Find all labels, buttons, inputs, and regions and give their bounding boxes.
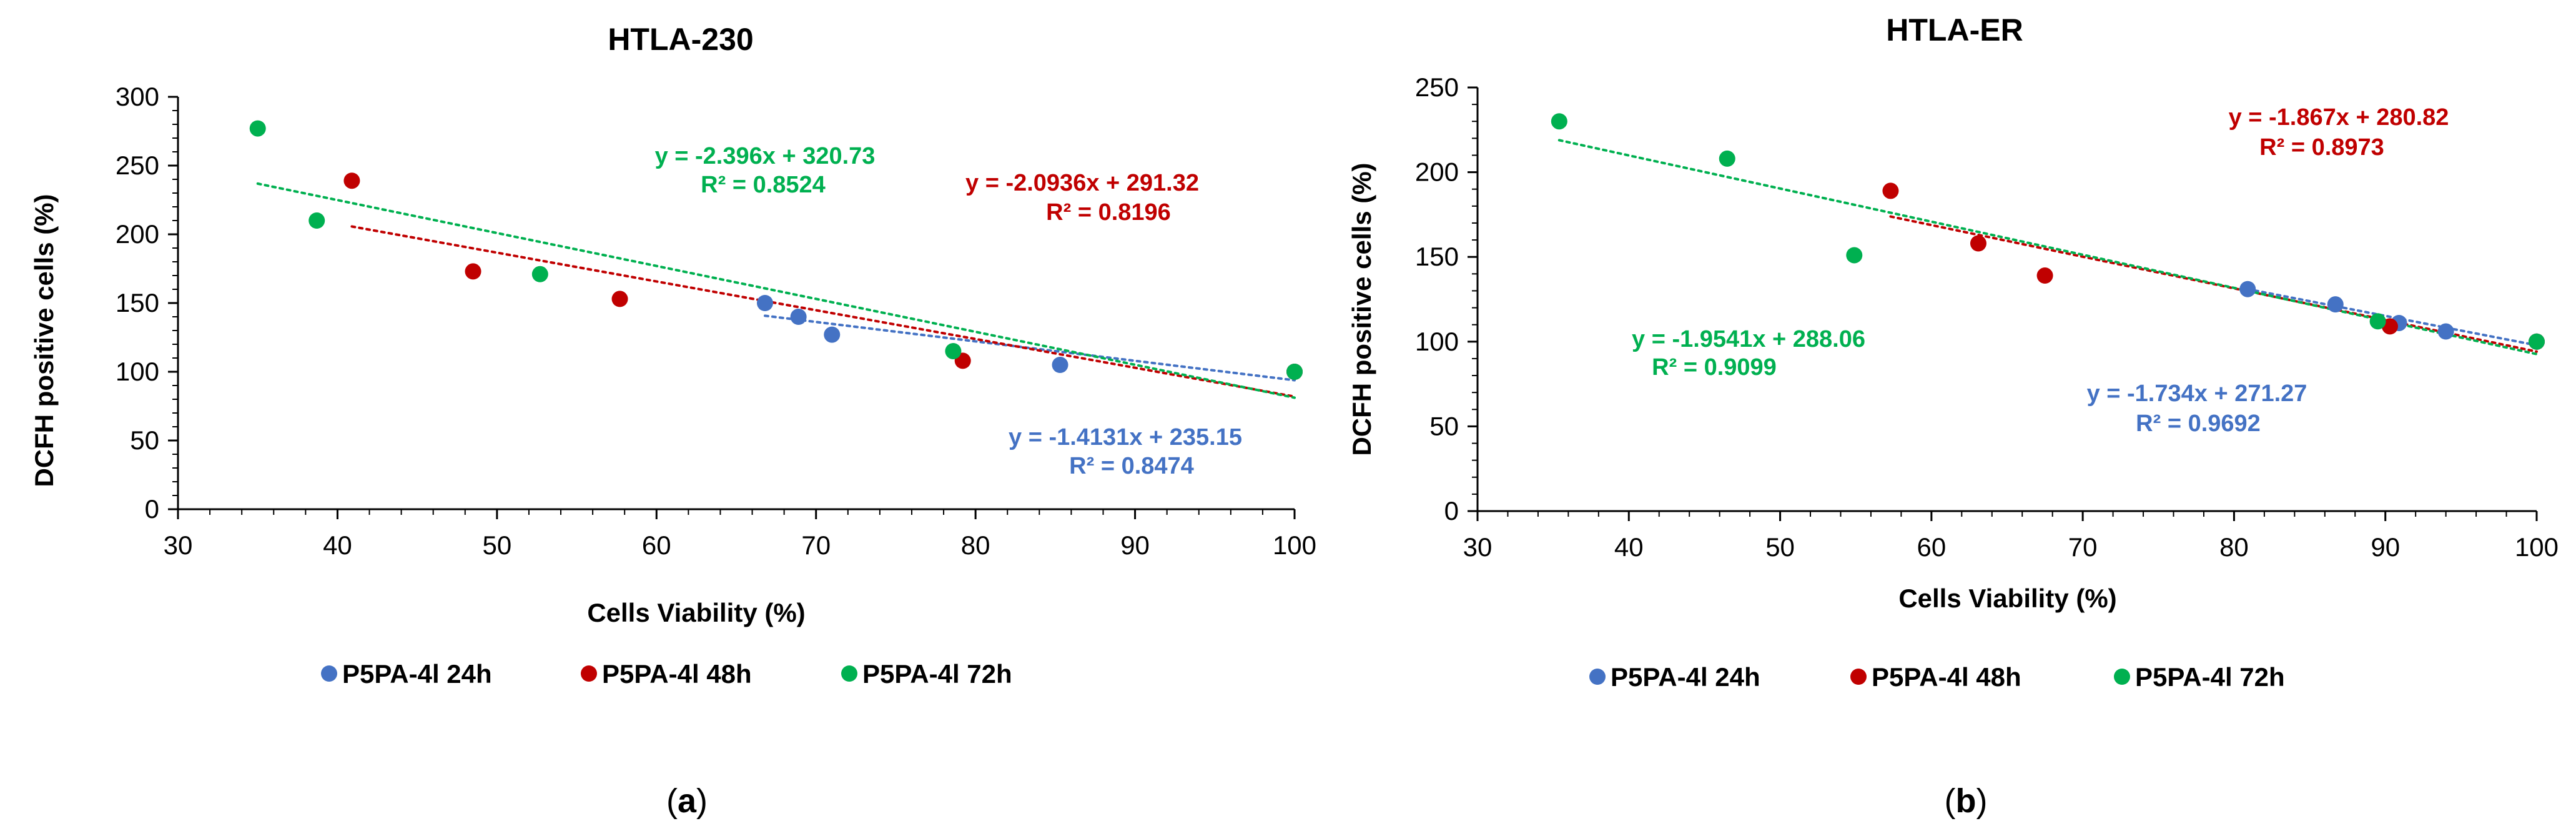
data-point-p5pa-4l-48h — [465, 263, 481, 280]
data-point-p5pa-4l-48h — [343, 172, 360, 189]
y-tick-label: 300 — [116, 82, 159, 111]
data-point-p5pa-4l-72h — [2369, 313, 2386, 330]
trendline-p5pa-4l-48h — [350, 225, 1296, 398]
x-tick-label: 90 — [2371, 532, 2400, 562]
x-tick-label: 90 — [1120, 530, 1150, 560]
equation-72h: y = -1.9541x + 288.06 — [1632, 326, 1865, 352]
data-point-p5pa-4l-24h — [1052, 357, 1068, 373]
data-point-p5pa-4l-72h — [945, 343, 962, 359]
legend-marker-24h — [321, 665, 337, 682]
data-point-p5pa-4l-24h — [790, 309, 807, 325]
x-tick-label: 50 — [1765, 532, 1795, 562]
data-point-p5pa-4l-72h — [308, 212, 325, 229]
panel-caption: (a) — [666, 782, 708, 820]
x-tick-label: 50 — [482, 530, 511, 560]
equation-24h: y = -1.4131x + 235.15 — [1009, 424, 1242, 450]
legend: P5PA-4l 24h P5PA-4l 48h P5PA-4l 72h — [321, 659, 1012, 689]
plot-area: 0 50 100 150 200 250 30 40 50 60 70 80 90 100 — [1415, 72, 2559, 562]
legend-label-48h: P5PA-4l 48h — [1872, 662, 2021, 692]
y-axis-label: DCFH positive cells (%) — [1347, 162, 1376, 455]
r2-48h: R² = 0.8973 — [2259, 134, 2384, 161]
x-axis-label: Cells Viability (%) — [1898, 584, 2116, 613]
legend-label-24h: P5PA-4l 24h — [342, 659, 492, 689]
caption-letter: b — [1956, 782, 1976, 820]
panel-b: HTLA-ER 0 50 100 150 200 250 30 40 50 60 70 80 90 100… — [1347, 12, 2559, 820]
y-tick-label: 200 — [116, 219, 159, 249]
x-tick-label: 60 — [1917, 532, 1946, 562]
legend-marker-48h — [581, 665, 597, 682]
r2-24h: R² = 0.8474 — [1069, 453, 1194, 479]
panel-a: HTLA-230 0 50 100 150 200 250 300 30 40 50 60 70 80 9… — [29, 22, 1316, 820]
legend-marker-72h — [2114, 669, 2130, 685]
y-tick-label: 50 — [1429, 411, 1459, 440]
data-point-p5pa-4l-24h — [2239, 281, 2256, 297]
data-point-p5pa-4l-72h — [249, 120, 266, 137]
x-tick-label: 100 — [2515, 532, 2559, 562]
equation-72h: y = -2.396x + 320.73 — [655, 143, 876, 169]
r2-72h: R² = 0.8524 — [701, 172, 826, 198]
data-point-p5pa-4l-72h — [1286, 364, 1303, 380]
data-point-p5pa-4l-72h — [1846, 247, 1863, 264]
x-tick-label: 70 — [2068, 532, 2098, 562]
y-tick-label: 250 — [116, 151, 159, 180]
y-tick-label: 150 — [1415, 242, 1459, 271]
x-tick-label: 100 — [1273, 530, 1316, 560]
data-point-p5pa-4l-48h — [1970, 235, 1986, 252]
legend: P5PA-4l 24h P5PA-4l 48h P5PA-4l 72h — [1589, 662, 2285, 692]
x-tick-label: 40 — [1614, 532, 1644, 562]
y-tick-label: 100 — [116, 357, 159, 386]
y-tick-label: 50 — [130, 425, 159, 455]
x-tick-label: 80 — [961, 530, 990, 560]
y-tick-label: 250 — [1415, 72, 1459, 102]
chart-title: HTLA-ER — [1886, 12, 2023, 47]
equation-24h: y = -1.734x + 271.27 — [2087, 381, 2307, 407]
x-tick-label: 40 — [323, 530, 352, 560]
data-point-p5pa-4l-72h — [2529, 333, 2545, 350]
data-point-p5pa-4l-24h — [756, 295, 773, 311]
panel-caption: (b) — [1945, 782, 1988, 820]
plot-area: 0 50 100 150 200 250 300 30 40 50 60 70 80 90 100 — [116, 82, 1316, 560]
legend-marker-48h — [1850, 669, 1867, 685]
y-tick-label: 0 — [145, 494, 159, 524]
legend-label-48h: P5PA-4l 48h — [602, 659, 752, 689]
legend-label-24h: P5PA-4l 24h — [1611, 662, 1760, 692]
data-point-p5pa-4l-24h — [2327, 296, 2344, 313]
legend-marker-24h — [1589, 669, 1606, 685]
legend-label-72h: P5PA-4l 72h — [862, 659, 1012, 689]
y-tick-label: 150 — [116, 288, 159, 317]
equation-48h: y = -1.867x + 280.82 — [2229, 104, 2449, 131]
x-tick-label: 80 — [2219, 532, 2249, 562]
data-point-p5pa-4l-24h — [2437, 323, 2454, 340]
x-tick-label: 30 — [164, 530, 193, 560]
data-point-p5pa-4l-72h — [531, 266, 548, 282]
data-point-p5pa-4l-48h — [1882, 182, 1899, 199]
r2-72h: R² = 0.9099 — [1652, 354, 1777, 381]
x-tick-label: 70 — [801, 530, 831, 560]
y-tick-label: 0 — [1444, 496, 1459, 525]
equation-48h: y = -2.0936x + 291.32 — [965, 170, 1199, 196]
legend-label-72h: P5PA-4l 72h — [2135, 662, 2285, 692]
x-tick-label: 30 — [1463, 532, 1493, 562]
caption-letter: a — [678, 782, 697, 820]
trendline-p5pa-4l-24h — [2246, 287, 2538, 347]
data-point-p5pa-4l-48h — [611, 291, 628, 307]
r2-24h: R² = 0.9692 — [2136, 411, 2261, 437]
chart-title: HTLA-230 — [608, 22, 753, 57]
r2-48h: R² = 0.8196 — [1046, 199, 1171, 226]
x-axis-label: Cells Viability (%) — [587, 598, 805, 627]
data-point-p5pa-4l-72h — [1719, 150, 1735, 167]
trendline-p5pa-4l-72h — [256, 182, 1296, 399]
data-point-p5pa-4l-72h — [1551, 113, 1567, 130]
legend-marker-72h — [841, 665, 857, 682]
data-point-p5pa-4l-48h — [2036, 267, 2053, 284]
y-tick-label: 100 — [1415, 327, 1459, 356]
data-point-p5pa-4l-24h — [824, 326, 841, 343]
y-axis-label: DCFH positive cells (%) — [29, 194, 59, 487]
y-tick-label: 200 — [1415, 157, 1459, 187]
x-tick-label: 60 — [642, 530, 671, 560]
trendline-p5pa-4l-24h — [763, 314, 1296, 382]
